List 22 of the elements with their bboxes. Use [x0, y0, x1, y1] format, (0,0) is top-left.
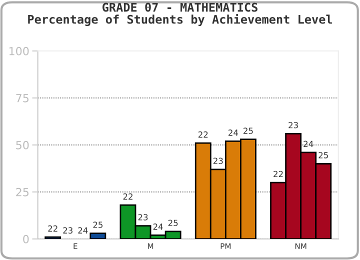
series-label: 24: [153, 224, 163, 230]
text: 25: [318, 152, 328, 158]
text: 23: [63, 227, 72, 234]
y-tick-label: 25: [16, 188, 28, 196]
text: 24: [228, 130, 238, 136]
text: 22: [274, 170, 283, 178]
series-label: 22: [198, 131, 208, 138]
y-tick-label: 0: [23, 234, 29, 244]
y-tick-label: 75: [16, 94, 28, 102]
text: 25: [168, 220, 178, 226]
chart-title: GRADE 07 - MATHEMATICS Percentage of Students by Achievement Level: [28, 2, 332, 26]
text: 25: [244, 128, 253, 134]
text: 23: [288, 122, 298, 128]
y-tick-label: 50: [16, 140, 29, 150]
text: 24: [304, 140, 314, 147]
text: 22: [123, 193, 132, 200]
y-tick-label: 100: [9, 46, 29, 56]
series-label: 23: [213, 158, 223, 164]
text: 23: [138, 214, 148, 220]
text: 24: [78, 227, 88, 234]
series-label: 25: [93, 222, 102, 228]
text: 22: [48, 225, 58, 232]
